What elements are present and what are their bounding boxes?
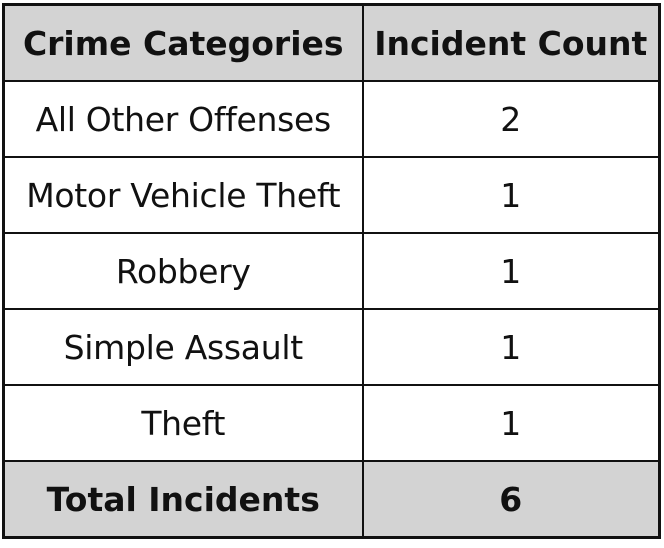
total-label-cell: Total Incidents bbox=[2, 460, 364, 539]
column-header-category: Crime Categories bbox=[2, 3, 364, 82]
count-cell: 1 bbox=[361, 308, 661, 386]
crime-table: Crime Categories Incident Count All Othe… bbox=[2, 3, 661, 539]
header-row: Crime Categories Incident Count bbox=[2, 3, 661, 82]
count-cell: 1 bbox=[361, 156, 661, 234]
category-cell: All Other Offenses bbox=[2, 80, 364, 158]
category-cell: Motor Vehicle Theft bbox=[2, 156, 364, 234]
table-row: Robbery 1 bbox=[2, 232, 661, 310]
count-cell: 1 bbox=[361, 384, 661, 462]
total-count-cell: 6 bbox=[361, 460, 661, 539]
count-cell: 1 bbox=[361, 232, 661, 310]
table-row: Motor Vehicle Theft 1 bbox=[2, 156, 661, 234]
table-row: Simple Assault 1 bbox=[2, 308, 661, 386]
crime-table-container: Crime Categories Incident Count All Othe… bbox=[2, 3, 661, 539]
total-row: Total Incidents 6 bbox=[2, 460, 661, 539]
column-header-count: Incident Count bbox=[361, 3, 661, 82]
category-cell: Robbery bbox=[2, 232, 364, 310]
count-cell: 2 bbox=[361, 80, 661, 158]
table-row: All Other Offenses 2 bbox=[2, 80, 661, 158]
category-cell: Simple Assault bbox=[2, 308, 364, 386]
table-row: Theft 1 bbox=[2, 384, 661, 462]
category-cell: Theft bbox=[2, 384, 364, 462]
